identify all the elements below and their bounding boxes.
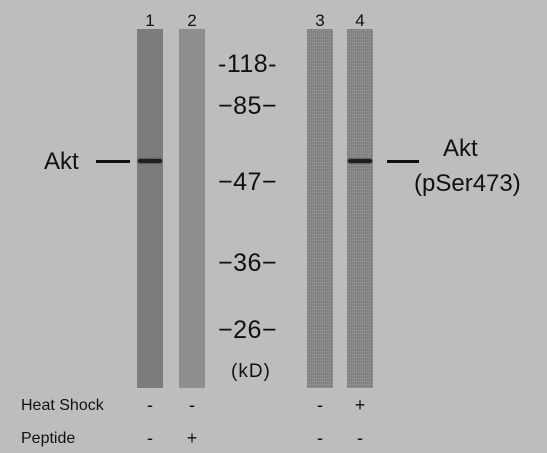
- lane-number-2: 2: [187, 11, 197, 30]
- lane-2: [179, 29, 205, 388]
- peptide-lane-3: -: [317, 428, 323, 448]
- marker-26: −26−: [218, 316, 278, 344]
- akt-label-right: Akt: [443, 135, 478, 162]
- marker-36: −36−: [218, 249, 278, 277]
- heat-shock-label: Heat Shock: [21, 397, 104, 414]
- marker-118: -118-: [218, 50, 278, 78]
- akt-pointer-left: [96, 160, 130, 163]
- heat-shock-lane-3: -: [317, 395, 323, 415]
- peptide-lane-1: -: [147, 428, 153, 448]
- lane-1: [137, 29, 163, 388]
- peptide-lane-4: -: [357, 428, 363, 448]
- marker-85: −85−: [218, 92, 278, 120]
- heat-shock-lane-2: -: [189, 395, 195, 415]
- peptide-label: Peptide: [21, 430, 76, 447]
- heat-shock-lane-4: +: [354, 395, 366, 415]
- lane-number-1: 1: [145, 11, 155, 30]
- lane-3: [307, 29, 333, 388]
- lane-number-3: 3: [315, 11, 325, 30]
- akt-band-lane-1: [138, 159, 162, 163]
- marker-47: −47−: [218, 168, 278, 196]
- lane-number-4: 4: [355, 11, 365, 30]
- heat-shock-lane-1: -: [147, 395, 153, 415]
- pser473-label: (pSer473): [414, 170, 521, 197]
- peptide-lane-2: +: [186, 428, 198, 448]
- akt-pointer-right: [387, 160, 419, 163]
- akt-label-left: Akt: [44, 148, 79, 175]
- lane-4: [347, 29, 373, 388]
- unit-label: (kD): [231, 361, 271, 382]
- akt-band-lane-4: [348, 159, 372, 163]
